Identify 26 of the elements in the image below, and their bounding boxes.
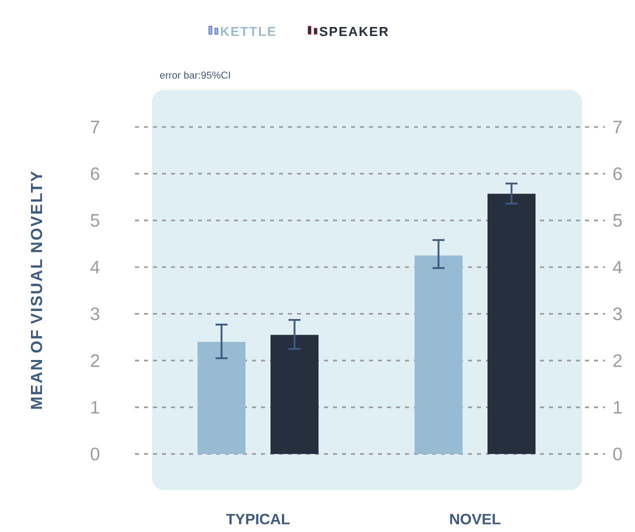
y-tick-label: 7 bbox=[90, 120, 100, 134]
y-tick-label: 2 bbox=[90, 354, 100, 367]
legend-label: KETTLE bbox=[220, 26, 276, 36]
bar bbox=[488, 194, 536, 454]
y-tick-label: 5 bbox=[90, 214, 100, 227]
bar bbox=[270, 334, 319, 454]
legend-label: SPEAKER bbox=[320, 26, 388, 36]
y-tick-label: 4 bbox=[90, 260, 100, 274]
y2-tick-label: 2 bbox=[613, 354, 622, 367]
y2-tick-label: 3 bbox=[613, 307, 622, 320]
bar bbox=[198, 342, 246, 454]
x-tick-label: NOVEL bbox=[450, 514, 500, 524]
y-tick-label: 1 bbox=[91, 401, 100, 414]
y2-tick-label: 7 bbox=[613, 120, 622, 134]
y-tick-label: 0 bbox=[90, 448, 100, 460]
y-tick-label: 3 bbox=[90, 307, 100, 320]
y-axis-title: MEAN OF VISUAL NOVELTY bbox=[30, 171, 42, 409]
x-tick-label: TYPICAL bbox=[226, 514, 290, 524]
y2-tick-label: 0 bbox=[613, 448, 622, 460]
y2-tick-label: 4 bbox=[612, 260, 622, 274]
y2-tick-label: 5 bbox=[613, 214, 622, 227]
y2-tick-label: 6 bbox=[613, 167, 622, 180]
bar bbox=[414, 255, 463, 454]
y-tick-label: 6 bbox=[90, 167, 100, 180]
text: error bar:95%CI bbox=[160, 71, 230, 79]
y2-tick-label: 1 bbox=[614, 401, 622, 414]
